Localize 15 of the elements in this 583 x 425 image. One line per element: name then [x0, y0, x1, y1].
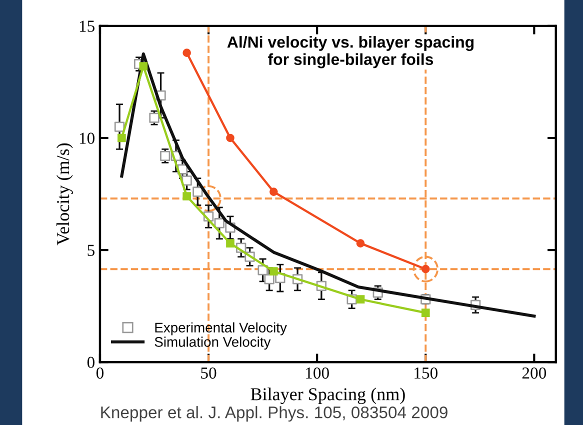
x-tick-label: 150 [414, 367, 438, 379]
x-tick-label: 200 [522, 367, 546, 379]
y-tick-label: 5 [88, 244, 94, 256]
x-axis-title: Bilayer Spacing (nm) [250, 388, 405, 404]
y-tick-label: 15 [80, 20, 94, 32]
x-tick-label: 50 [201, 367, 216, 379]
text: Al/Ni velocity vs. bilayer spacing for single-bilayer foils [227, 36, 474, 68]
y-tick-label: 0 [87, 356, 94, 368]
y-axis-title: Velocity (m/s) [56, 143, 73, 246]
legend-label: Experimental Velocity [155, 322, 287, 336]
legend-label: Simulation Velocity [154, 336, 271, 350]
x-tick-label: 0 [96, 367, 104, 379]
text: Knepper et al. J. Appl. Phys. 105, 083504 2009 [101, 406, 448, 422]
y-tick-label: 10 [80, 132, 94, 144]
x-tick-label: 100 [306, 367, 329, 379]
